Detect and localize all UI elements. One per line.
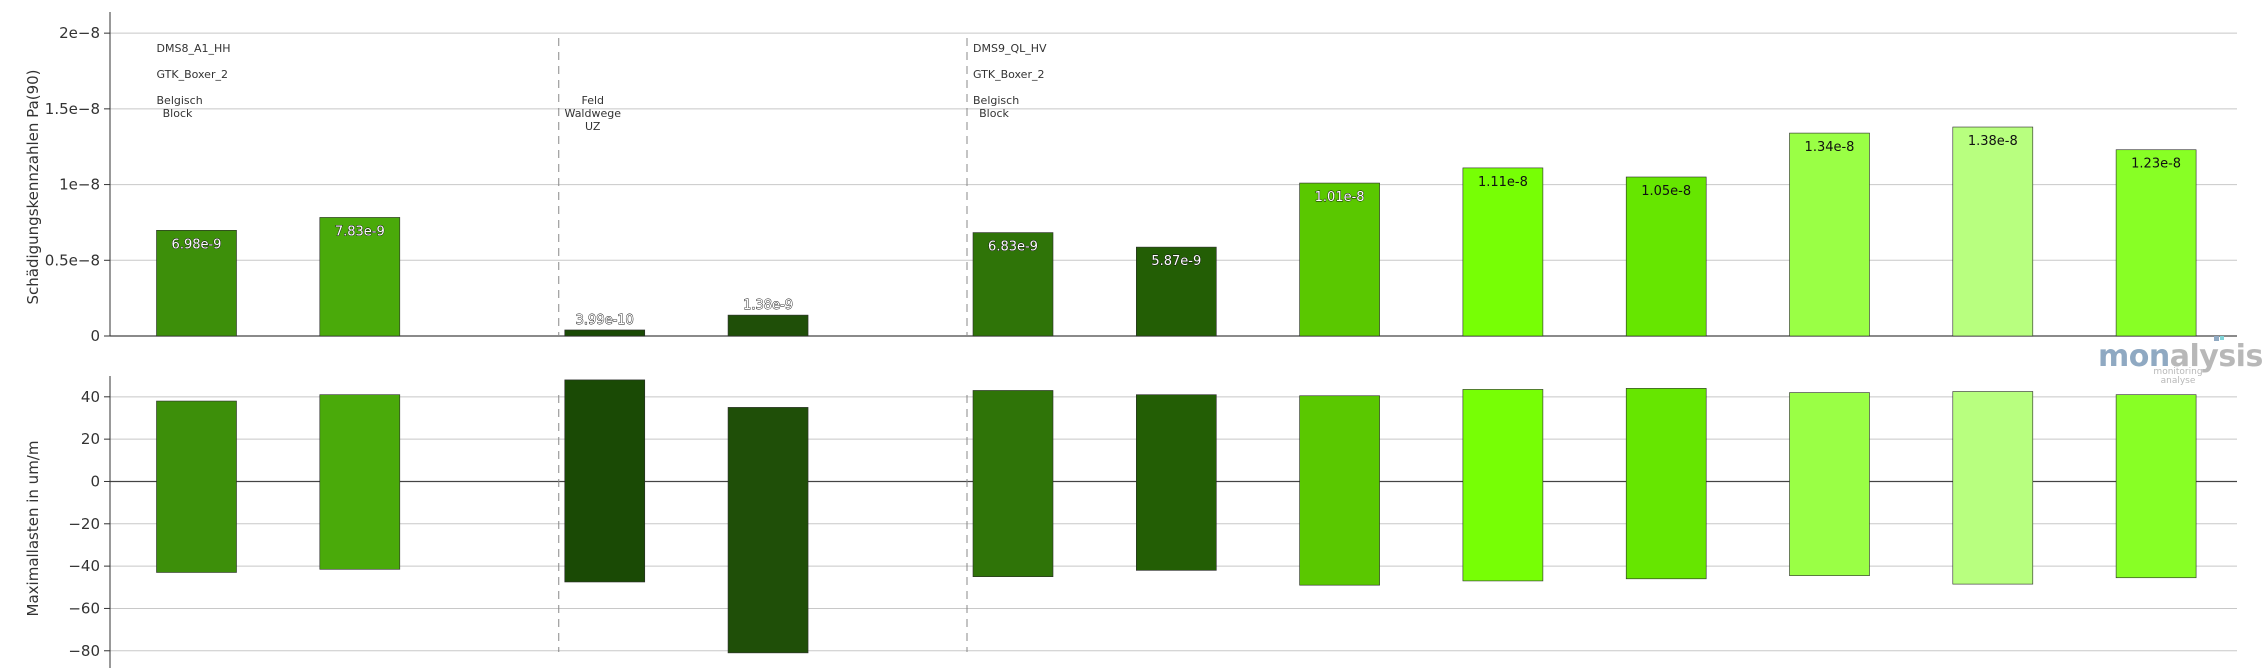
bar-4 xyxy=(727,314,809,337)
bar-9 xyxy=(1625,176,1707,337)
bar-5 xyxy=(972,232,1054,337)
group-label-line: Feld xyxy=(581,94,604,107)
bar-5 xyxy=(972,390,1054,577)
bar-value-label: 5.87e-9 xyxy=(1151,254,1201,269)
bar-3 xyxy=(564,379,646,583)
bar-value-label: 7.83e-9 xyxy=(335,224,385,239)
bar-9 xyxy=(1625,388,1707,580)
bar-4 xyxy=(727,407,809,654)
bar-2 xyxy=(319,217,401,337)
y-tick-label: −20 xyxy=(68,515,100,533)
bar-8 xyxy=(1462,167,1544,337)
y-tick-label: 20 xyxy=(81,430,100,448)
bar-6 xyxy=(1136,246,1217,337)
logo-wordmark: monalysis xyxy=(2098,340,2263,374)
bar-7 xyxy=(1299,395,1380,586)
logo-dot-icon xyxy=(2220,336,2224,340)
bar-value-label: 1.01e-8 xyxy=(1315,190,1365,205)
y-tick-label: 1.5e−8 xyxy=(45,100,100,118)
bar-8 xyxy=(1462,389,1544,582)
group-label-line: Waldwege xyxy=(565,107,622,120)
bar-value-label: 1.23e-8 xyxy=(2131,157,2181,172)
bar-value-label: 1.11e-8 xyxy=(1478,175,1528,190)
group-label-line: DMS9_QL_HV xyxy=(973,42,1047,55)
group-label-line: UZ xyxy=(585,120,601,133)
bar-value-label: 1.38e-8 xyxy=(1968,134,2018,149)
bar-6 xyxy=(1136,394,1217,571)
y-tick-label: 2e−8 xyxy=(59,24,100,42)
y-tick-label: −60 xyxy=(68,599,100,617)
chart-panel-1: 0 0.5e−8 1e−8 1.5e−8 2e−8 Schädigungskennzahl… xyxy=(24,12,2237,345)
logo-subtitle: monitoring analyse xyxy=(2153,367,2203,386)
bar-11 xyxy=(1952,391,2034,585)
group-label-line: Block xyxy=(979,107,1009,120)
bar-11 xyxy=(1952,126,2034,337)
bar-10 xyxy=(1789,392,1870,576)
bar-value-label: 6.98e-9 xyxy=(172,237,222,252)
y-tick-label: 0.5e−8 xyxy=(45,251,100,269)
y-axis-label: Schädigungskennzahlen Pa(90) xyxy=(24,69,42,304)
y-tick-label: 0 xyxy=(90,327,100,345)
group-label-line: Belgisch xyxy=(157,94,203,107)
group-label-line: GTK_Boxer_2 xyxy=(157,68,228,81)
bar-7 xyxy=(1299,182,1380,337)
monalysis-logo: monalysis monitoring analyse xyxy=(2098,340,2263,388)
logo-dot-icon xyxy=(2214,336,2219,341)
bar-10 xyxy=(1789,132,1870,337)
y-tick-label: −40 xyxy=(68,557,100,575)
y-axis-label: Maximallasten in um/m xyxy=(24,441,42,617)
bar-12 xyxy=(2115,149,2197,337)
bar-12 xyxy=(2115,394,2197,579)
bar-3 xyxy=(564,329,646,337)
group-label-line: DMS8_A1_HH xyxy=(157,42,231,55)
y-tick-label: 40 xyxy=(81,388,100,406)
bar-1 xyxy=(156,400,237,573)
bar-1 xyxy=(156,230,237,337)
y-tick-label: −80 xyxy=(68,642,100,660)
bar-value-label: 1.34e-8 xyxy=(1805,140,1855,155)
group-label-line: Belgisch xyxy=(973,94,1019,107)
y-tick-label: 1e−8 xyxy=(59,176,100,194)
logo-text-mon: mon xyxy=(2098,339,2170,374)
bar-value-label: 3.99e-10 xyxy=(576,313,634,328)
y-tick-label: 0 xyxy=(90,472,100,490)
bar-2 xyxy=(319,394,401,570)
chart-panel-2: 40 20 0 −20 −40 −60 −80 Maximallasten in um/m xyxy=(24,376,2237,672)
group-label-line: Block xyxy=(163,107,193,120)
logo-text-alysis: alysis xyxy=(2169,339,2263,374)
bar-value-label: 6.83e-9 xyxy=(988,240,1038,255)
group-label-line: GTK_Boxer_2 xyxy=(973,68,1044,81)
bar-value-label: 1.05e-8 xyxy=(1641,184,1691,199)
bar-value-label: 1.38e-9 xyxy=(743,298,793,313)
